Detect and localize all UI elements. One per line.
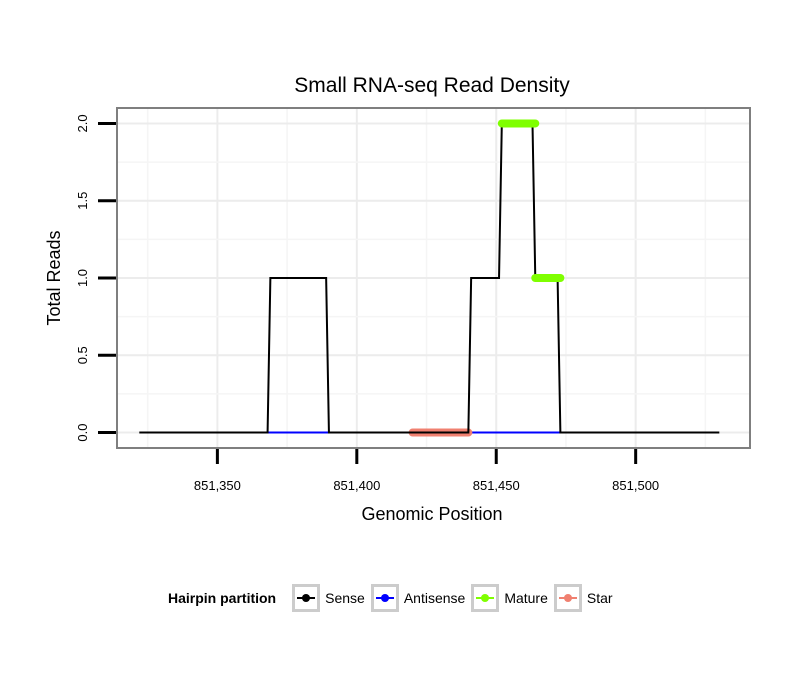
chart-title: Small RNA-seq Read Density [294, 74, 570, 97]
x-tick-label: 851,500 [612, 478, 659, 493]
legend-title: Hairpin partition [168, 590, 277, 606]
legend-label-antisense: Antisense [403, 590, 466, 606]
legend-key-sense [292, 584, 321, 612]
legend-key-star [553, 584, 582, 612]
y-tick-label: 1.0 [75, 269, 90, 287]
y-axis-label: Total Reads [44, 230, 64, 325]
y-tick-label: 0.5 [75, 346, 90, 364]
legend-label-sense: Sense [325, 590, 365, 606]
legend-item-star: Star [553, 584, 613, 612]
y-tick-label: 0.0 [75, 424, 90, 442]
y-axis: 0.0 0.5 1.0 1.5 2.0 [75, 114, 116, 442]
legend-item-antisense: Antisense [370, 584, 466, 612]
legend-item-sense: Sense [292, 584, 365, 612]
x-axis: 851,350 851,400 851,450 851,500 [194, 449, 659, 493]
legend-label-star: Star [586, 590, 613, 606]
plot-panel-border [116, 107, 751, 449]
y-tick-label: 2.0 [75, 114, 90, 132]
legend: Hairpin partition Sense Antisense Mature… [168, 582, 619, 614]
legend-item-mature: Mature [471, 584, 548, 612]
series-layer [139, 119, 720, 437]
x-tick-label: 851,400 [333, 478, 380, 493]
legend-key-mature [471, 584, 500, 612]
x-tick-label: 851,450 [473, 478, 520, 493]
legend-label-mature: Mature [504, 590, 548, 606]
x-tick-label: 851,350 [194, 478, 241, 493]
x-axis-label: Genomic Position [361, 504, 502, 524]
y-tick-label: 1.5 [75, 192, 90, 210]
legend-key-antisense [370, 584, 399, 612]
gridlines [117, 108, 750, 448]
